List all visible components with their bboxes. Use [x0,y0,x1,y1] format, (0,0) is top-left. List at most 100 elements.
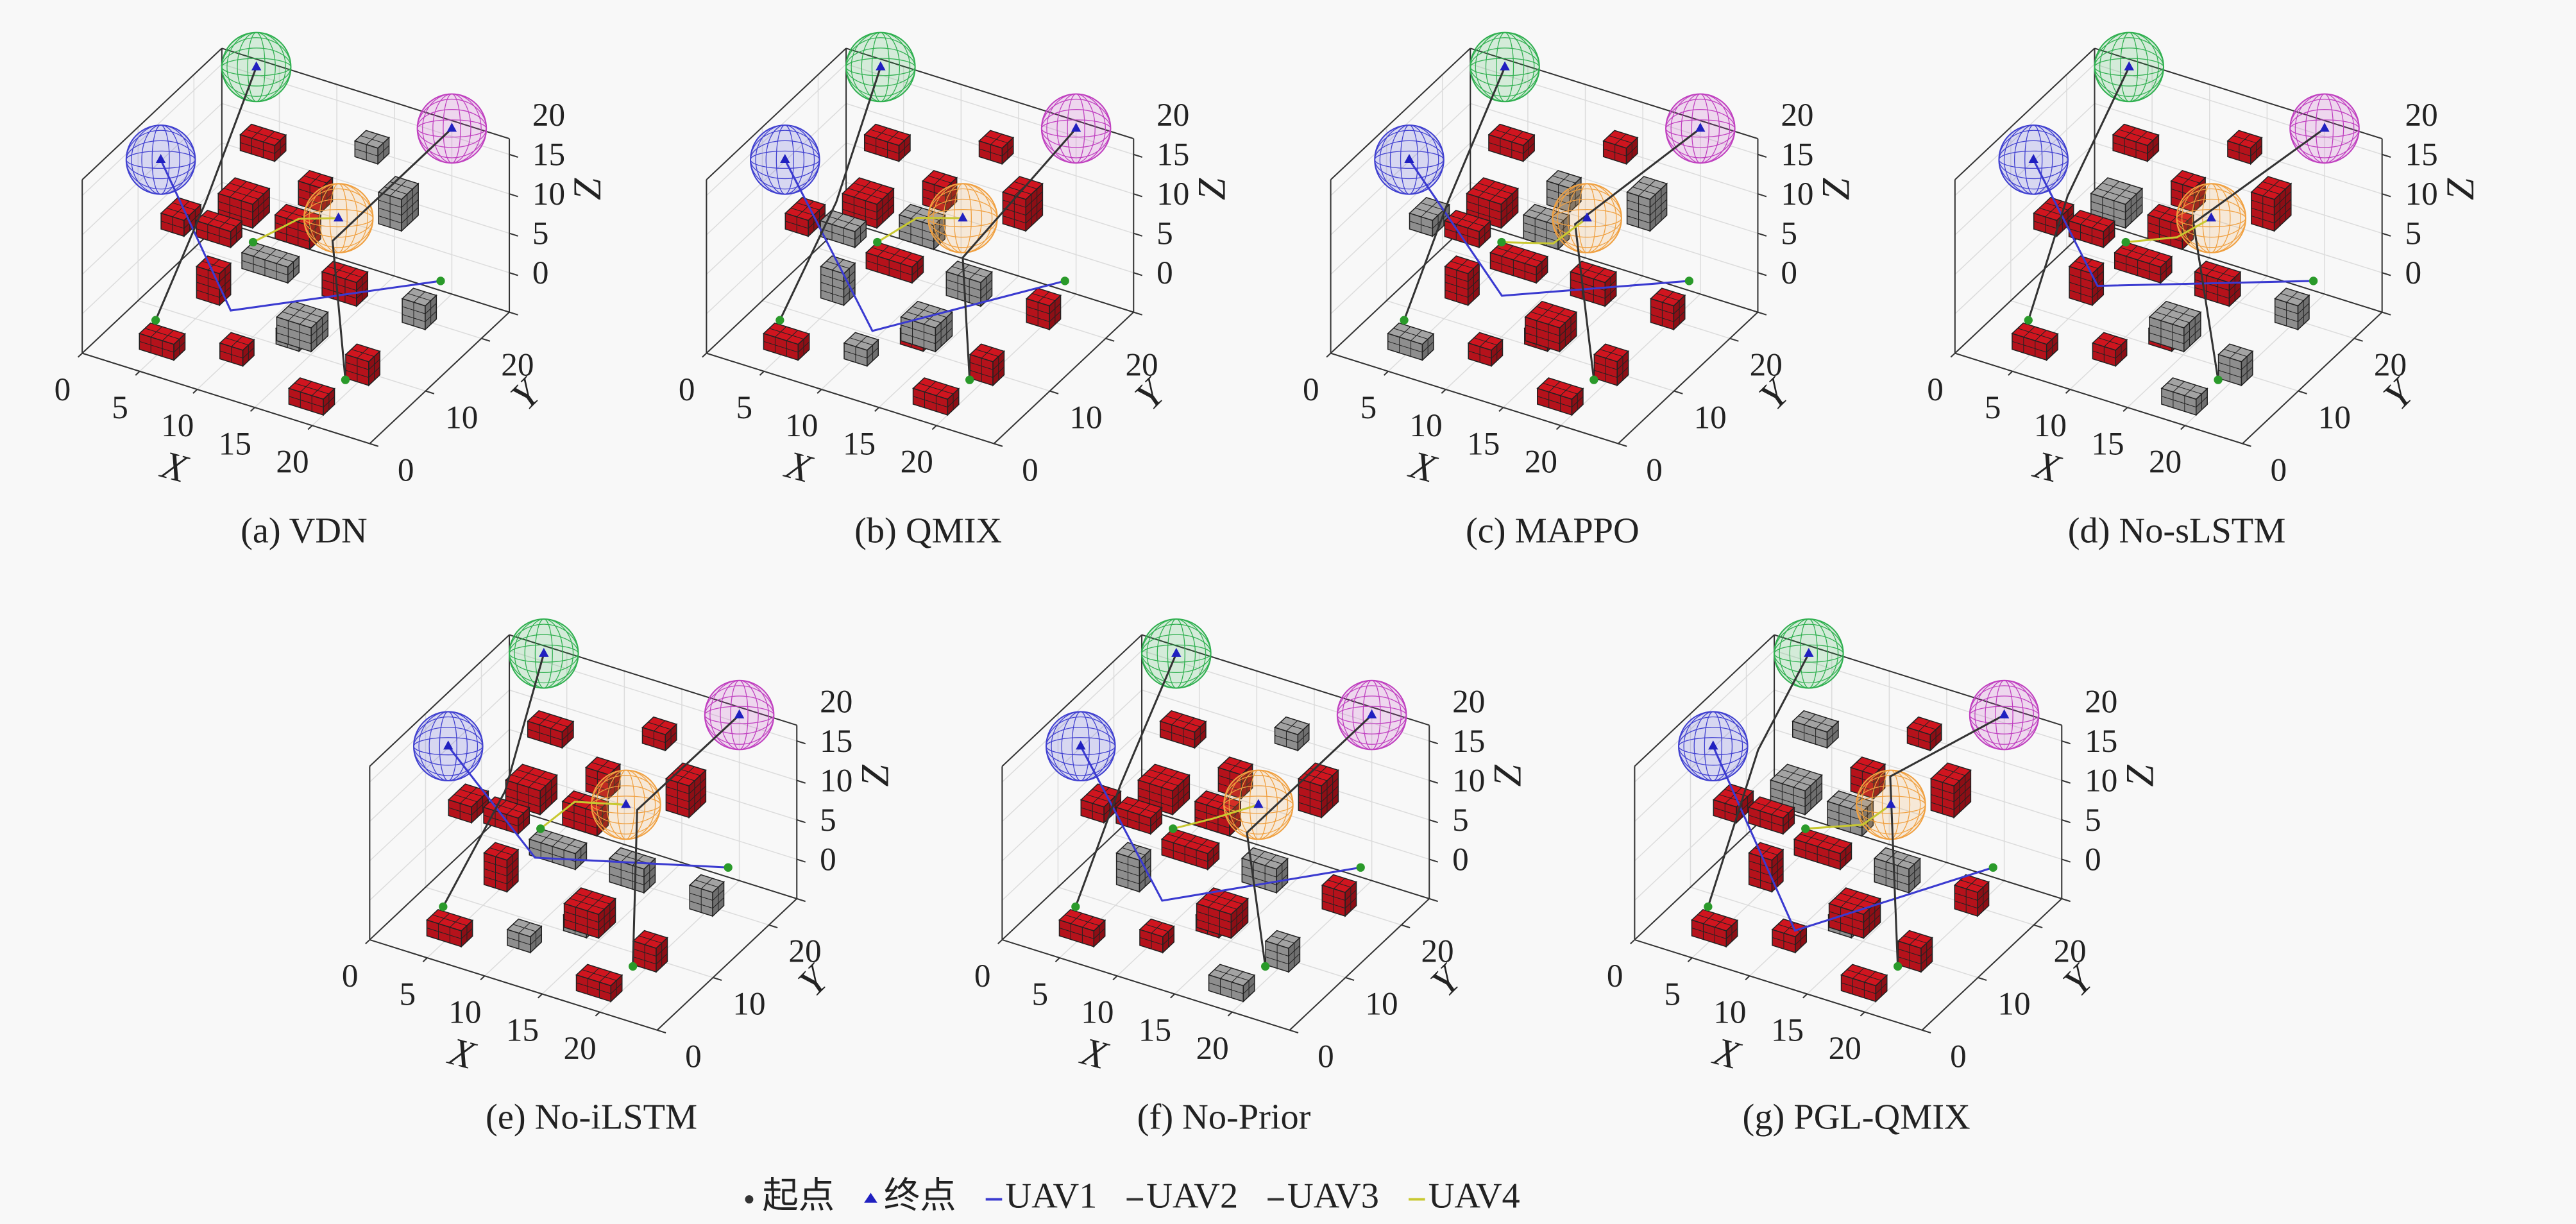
voxel-edge [471,799,489,815]
voxel-edge [1879,853,1915,865]
sphere-wire [845,37,916,97]
voxel-edge [229,181,247,198]
z-tick-label: 20 [820,683,852,720]
obstacle [1650,287,1686,331]
voxel-edge [1576,266,1611,278]
voxel-edge [666,802,690,810]
start-point [1260,962,1270,971]
y-tick-label: 20 [501,346,534,383]
axis-line [1634,939,1922,1031]
tick-mark [2065,389,2071,394]
sphere-wire [851,32,911,102]
tick-mark [1289,1029,1299,1033]
voxel-edge [1638,180,1656,196]
voxel-edge [196,282,220,290]
x-tick-label: 15 [2091,425,2124,462]
voxel-edge [901,332,936,344]
x-tick-label: 5 [1664,976,1681,1012]
obstacle [1467,332,1504,368]
tick-mark [135,371,140,376]
voxel-edge [1754,801,1789,813]
voxel-edge [2218,362,2242,370]
x-tick-label: 10 [448,994,481,1030]
tick-mark [931,425,937,430]
obstacle [2112,123,2160,163]
tick-mark [1555,425,1561,430]
voxel-edge [1116,868,1140,877]
tick-mark [2008,371,2013,376]
grid-line [1001,729,1142,862]
tick-mark [1428,779,1439,784]
z-tick-label: 0 [1452,841,1469,878]
legend-label: UAV4 [1428,1177,1520,1216]
start-point [2214,375,2223,384]
grid-line [1749,844,1890,976]
voxel-edge [928,175,952,183]
axis-line [1141,808,1430,899]
voxel-edge [1266,948,1289,957]
tick-mark [2353,337,2363,342]
start-point [248,237,258,247]
voxel-edge [1298,794,1322,803]
voxel-edge [1003,216,1026,224]
voxel-edge [172,201,190,217]
voxel-edge [576,982,611,994]
obstacle [1906,716,1943,752]
x-tick-label: 5 [1985,389,2001,426]
z-tick-label: 5 [532,216,549,252]
obstacle [969,343,1005,387]
tick-mark [509,272,518,276]
x-tick-label: 15 [1467,425,1500,462]
axis-line [1954,352,2243,445]
z-tick-label: 0 [820,841,836,878]
voxel-edge [853,182,888,194]
obstacle [1487,123,1536,163]
voxel-edge [690,901,713,909]
voxel-edge [282,311,318,323]
voxel-edge [876,204,894,221]
x-tick-label: 0 [679,371,695,408]
voxel-edge [1874,865,1910,878]
voxel-edge [1954,901,1978,909]
voxel-edge [2218,370,2242,378]
sphere-wire [1779,618,1839,689]
voxel-edge [2149,325,2184,336]
voxel-edge [1794,847,1841,862]
voxel-edge [1208,982,1244,994]
start-point [1801,824,1810,833]
tick-mark [480,975,486,981]
axis-line [1618,311,1759,445]
tick-mark [509,311,518,316]
voxel-edge [935,327,953,344]
obstacle [632,930,668,973]
voxel-edge [820,228,856,240]
tick-mark [1049,390,1059,395]
voxel-edge [1559,319,1577,336]
tick-mark [422,957,428,962]
obstacle [195,255,232,307]
voxel-edge [1468,350,1492,359]
voxel-edge [1827,809,1862,820]
voxel-edge [2069,289,2093,298]
voxel-edge [1421,201,1438,217]
uav-path [2126,217,2212,244]
uav-path [632,714,740,967]
tick-mark [369,443,379,447]
start-point [341,375,350,384]
voxel-edge [1942,768,1965,776]
sphere-wire [596,769,656,840]
uav-path [160,159,441,312]
voxel-edge [1724,787,1742,804]
voxel-edge [842,208,877,221]
voxel-edge [1309,766,1327,783]
x-tick-label: 0 [342,958,359,994]
legend-label: 起点 [762,1177,835,1216]
end-point [1404,153,1414,164]
axis-line [369,634,510,767]
y-tick-label: 10 [445,399,478,436]
voxel-edge [1697,914,1733,926]
y-tick-label: 10 [1694,399,1727,436]
voxel-edge [2275,314,2298,322]
x-tick-label: 10 [1713,994,1746,1030]
